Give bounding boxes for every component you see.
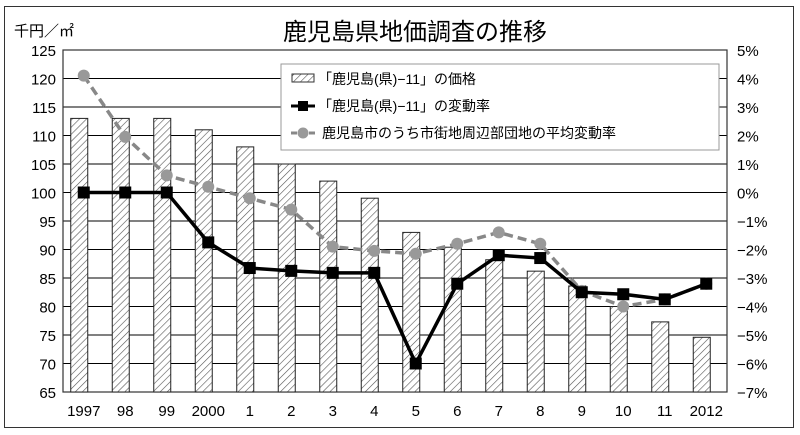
price-bar bbox=[609, 306, 628, 393]
chart-frame bbox=[4, 6, 794, 428]
x-tick-label: 10 bbox=[615, 403, 632, 420]
x-tick-label: 9 bbox=[578, 403, 586, 420]
rate-point bbox=[451, 277, 464, 290]
y-tick-label: 110 bbox=[32, 129, 56, 146]
avg-rate-point bbox=[119, 130, 132, 143]
legend-label-rate: 「鹿児島(県)−11」の変動率 bbox=[318, 98, 490, 114]
y2-tick-label: 5% bbox=[737, 43, 759, 60]
y-tick-label: 80 bbox=[39, 300, 56, 317]
price-bar bbox=[70, 117, 89, 393]
x-tick-label: 2000 bbox=[192, 403, 225, 420]
y2-tick-label: −1% bbox=[737, 214, 767, 231]
x-tick-label: 2012 bbox=[690, 403, 723, 420]
y-tick-label: 85 bbox=[39, 271, 56, 288]
y-tick-label: 90 bbox=[39, 243, 56, 260]
x-tick-label: 6 bbox=[453, 403, 461, 420]
avg-rate-point bbox=[160, 169, 173, 182]
rate-point bbox=[368, 266, 381, 279]
y-tick-label: 95 bbox=[39, 214, 56, 231]
y-tick-label: 105 bbox=[31, 157, 56, 174]
y-tick-label: 125 bbox=[31, 43, 56, 60]
rate-point bbox=[534, 252, 547, 265]
x-tick-label: 2 bbox=[287, 403, 295, 420]
x-tick-label: 7 bbox=[495, 403, 503, 420]
rate-point bbox=[202, 236, 215, 249]
price-bar bbox=[319, 180, 338, 393]
avg-rate-point bbox=[243, 192, 256, 205]
avg-rate-point bbox=[451, 237, 464, 250]
x-tick-label: 4 bbox=[370, 403, 378, 420]
legend: 「鹿児島(県)−11」の価格 「鹿児島(県)−11」の変動率 鹿児島市のうち市街… bbox=[280, 63, 720, 151]
price-bar bbox=[485, 259, 504, 393]
rate-point bbox=[285, 264, 298, 277]
price-bar bbox=[692, 336, 711, 393]
avg-rate-point bbox=[534, 237, 547, 250]
y2-tick-label: −6% bbox=[737, 357, 767, 374]
price-bar bbox=[111, 117, 130, 393]
price-bar bbox=[526, 270, 545, 393]
avg-rate-point bbox=[202, 180, 215, 193]
x-tick-label: 99 bbox=[158, 403, 175, 420]
rate-point bbox=[617, 288, 630, 301]
price-bar bbox=[277, 163, 296, 393]
x-tick-label: 1 bbox=[246, 403, 254, 420]
price-bar bbox=[402, 231, 421, 393]
rate-point bbox=[492, 249, 505, 262]
avg-rate-point bbox=[492, 226, 505, 239]
plot-area bbox=[62, 49, 728, 393]
y-tick-label: 100 bbox=[31, 186, 56, 203]
y-axis-label: 千円／㎡ bbox=[14, 23, 74, 40]
x-tick-label: 8 bbox=[536, 403, 544, 420]
y-tick-label: 70 bbox=[39, 357, 56, 374]
x-tick-label: 1997 bbox=[67, 403, 100, 420]
avg-rate-point bbox=[285, 203, 298, 216]
y-tick-label: 65 bbox=[39, 385, 56, 402]
legend-label-price: 「鹿児島(県)−11」の価格 bbox=[318, 71, 476, 87]
price-bar bbox=[651, 321, 670, 393]
rate-point bbox=[326, 266, 339, 279]
avg-rate-point bbox=[77, 69, 90, 82]
rate-point bbox=[658, 293, 671, 306]
avg-rate-point bbox=[368, 244, 381, 257]
rate-line bbox=[83, 190, 707, 368]
y2-tick-label: −3% bbox=[737, 271, 767, 288]
rate-point bbox=[77, 186, 90, 199]
chart-title: 鹿児島県地価調査の推移 bbox=[283, 19, 547, 46]
y2-tick-label: −2% bbox=[737, 243, 767, 260]
avg-rate-point bbox=[409, 247, 422, 260]
y-tick-label: 120 bbox=[31, 72, 56, 89]
legend-swatch-bar bbox=[291, 73, 315, 83]
rate-point bbox=[575, 286, 588, 299]
y2-tick-label: 4% bbox=[737, 72, 759, 89]
price-bar bbox=[443, 246, 462, 393]
rate-point bbox=[160, 186, 173, 199]
x-tick-label: 3 bbox=[329, 403, 337, 420]
legend-label-avg: 鹿児島市のうち市街地周辺部団地の平均変動率 bbox=[322, 125, 616, 141]
price-bar bbox=[360, 197, 379, 393]
x-tick-label: 11 bbox=[657, 403, 673, 420]
price-bar bbox=[153, 117, 172, 393]
price-bar bbox=[194, 129, 213, 393]
rate-point bbox=[119, 186, 132, 199]
y2-tick-label: 0% bbox=[737, 186, 759, 203]
y-tick-label: 115 bbox=[32, 100, 56, 117]
y2-tick-label: 2% bbox=[737, 129, 759, 146]
y2-tick-label: 3% bbox=[737, 100, 759, 117]
x-tick-label: 5 bbox=[412, 403, 420, 420]
y2-tick-label: −5% bbox=[737, 328, 767, 345]
rate-point bbox=[409, 357, 422, 370]
rate-point bbox=[243, 262, 256, 275]
price-bar bbox=[568, 285, 587, 393]
y2-tick-label: −4% bbox=[737, 300, 767, 317]
y2-tick-label: 1% bbox=[737, 157, 759, 174]
avg-rate-point bbox=[617, 300, 630, 313]
rate-point bbox=[700, 277, 713, 290]
y2-tick-label: −7% bbox=[737, 385, 767, 402]
y-tick-label: 75 bbox=[39, 328, 56, 345]
avg-rate-point bbox=[326, 240, 339, 253]
x-tick-label: 98 bbox=[117, 403, 134, 420]
